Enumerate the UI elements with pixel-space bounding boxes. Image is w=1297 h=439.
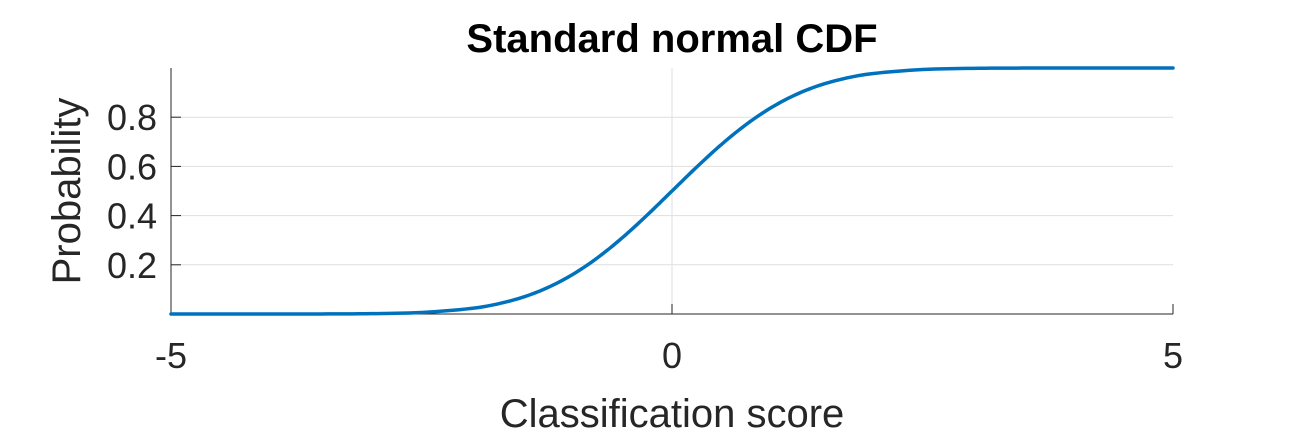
chart-title: Standard normal CDF — [466, 17, 877, 61]
x-tick-label: -5 — [155, 335, 187, 376]
x-tick-label: 0 — [662, 335, 682, 376]
ticks — [170, 116, 1174, 314]
x-tick-label: 5 — [1163, 335, 1183, 376]
x-axis-label: Classification score — [500, 392, 845, 436]
y-tick-label: 0.8 — [107, 97, 157, 138]
y-tick-label: 0.2 — [107, 245, 157, 286]
y-tick-label: 0.6 — [107, 146, 157, 187]
y-axis-label: Probability — [45, 98, 89, 285]
cdf-curve-line — [169, 66, 1175, 316]
tick-labels: -5 0 5 0.2 0.4 0.6 0.8 — [107, 97, 1183, 376]
y-tick-label: 0.4 — [107, 196, 157, 237]
grid — [171, 68, 1173, 314]
